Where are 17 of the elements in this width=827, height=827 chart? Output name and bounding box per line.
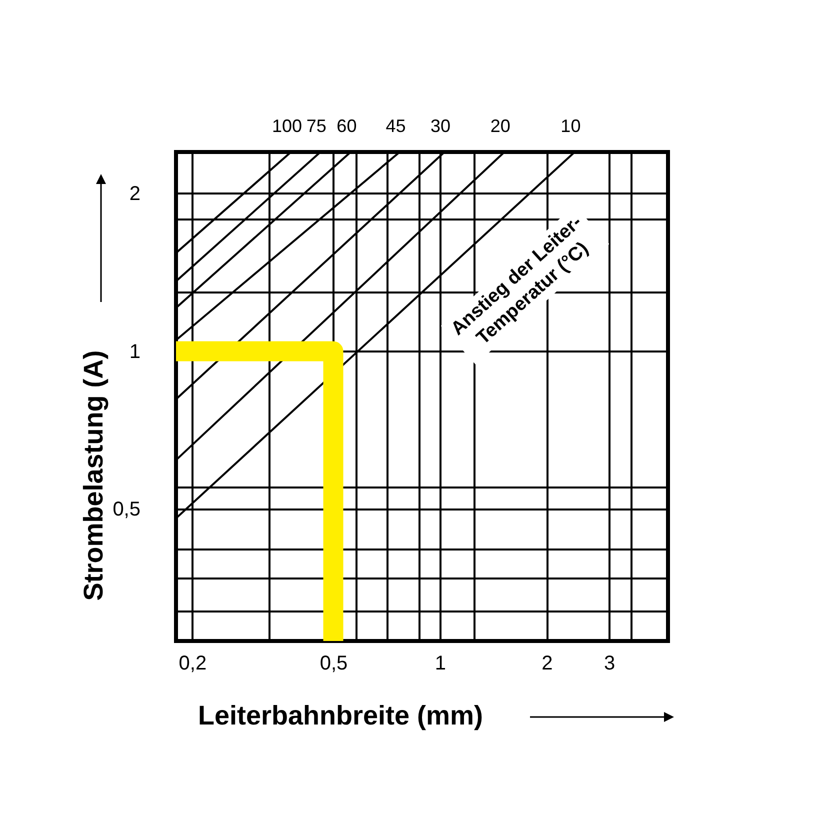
x-tick-label: 0,2 — [178, 652, 207, 674]
series-label: 10 — [560, 116, 581, 136]
series-label: 100 — [272, 116, 302, 136]
y-tick-label: 2 — [129, 183, 140, 205]
x-tick-label: 3 — [604, 652, 616, 674]
series-label: 75 — [306, 116, 326, 136]
series-label: 60 — [336, 116, 357, 136]
y-axis-title: Strombelastung (A) — [78, 350, 108, 601]
series-label: 30 — [430, 116, 451, 136]
series-label: 20 — [490, 116, 510, 136]
x-tick-label: 0,5 — [320, 652, 348, 674]
x-axis-title: Leiterbahnbreite (mm) — [198, 700, 484, 730]
y-tick-label: 0,5 — [112, 498, 140, 521]
x-tick-label: 2 — [542, 652, 553, 674]
series-label: 45 — [386, 116, 406, 136]
x-tick-label: 1 — [434, 652, 446, 674]
y-tick-label: 1 — [129, 340, 140, 363]
